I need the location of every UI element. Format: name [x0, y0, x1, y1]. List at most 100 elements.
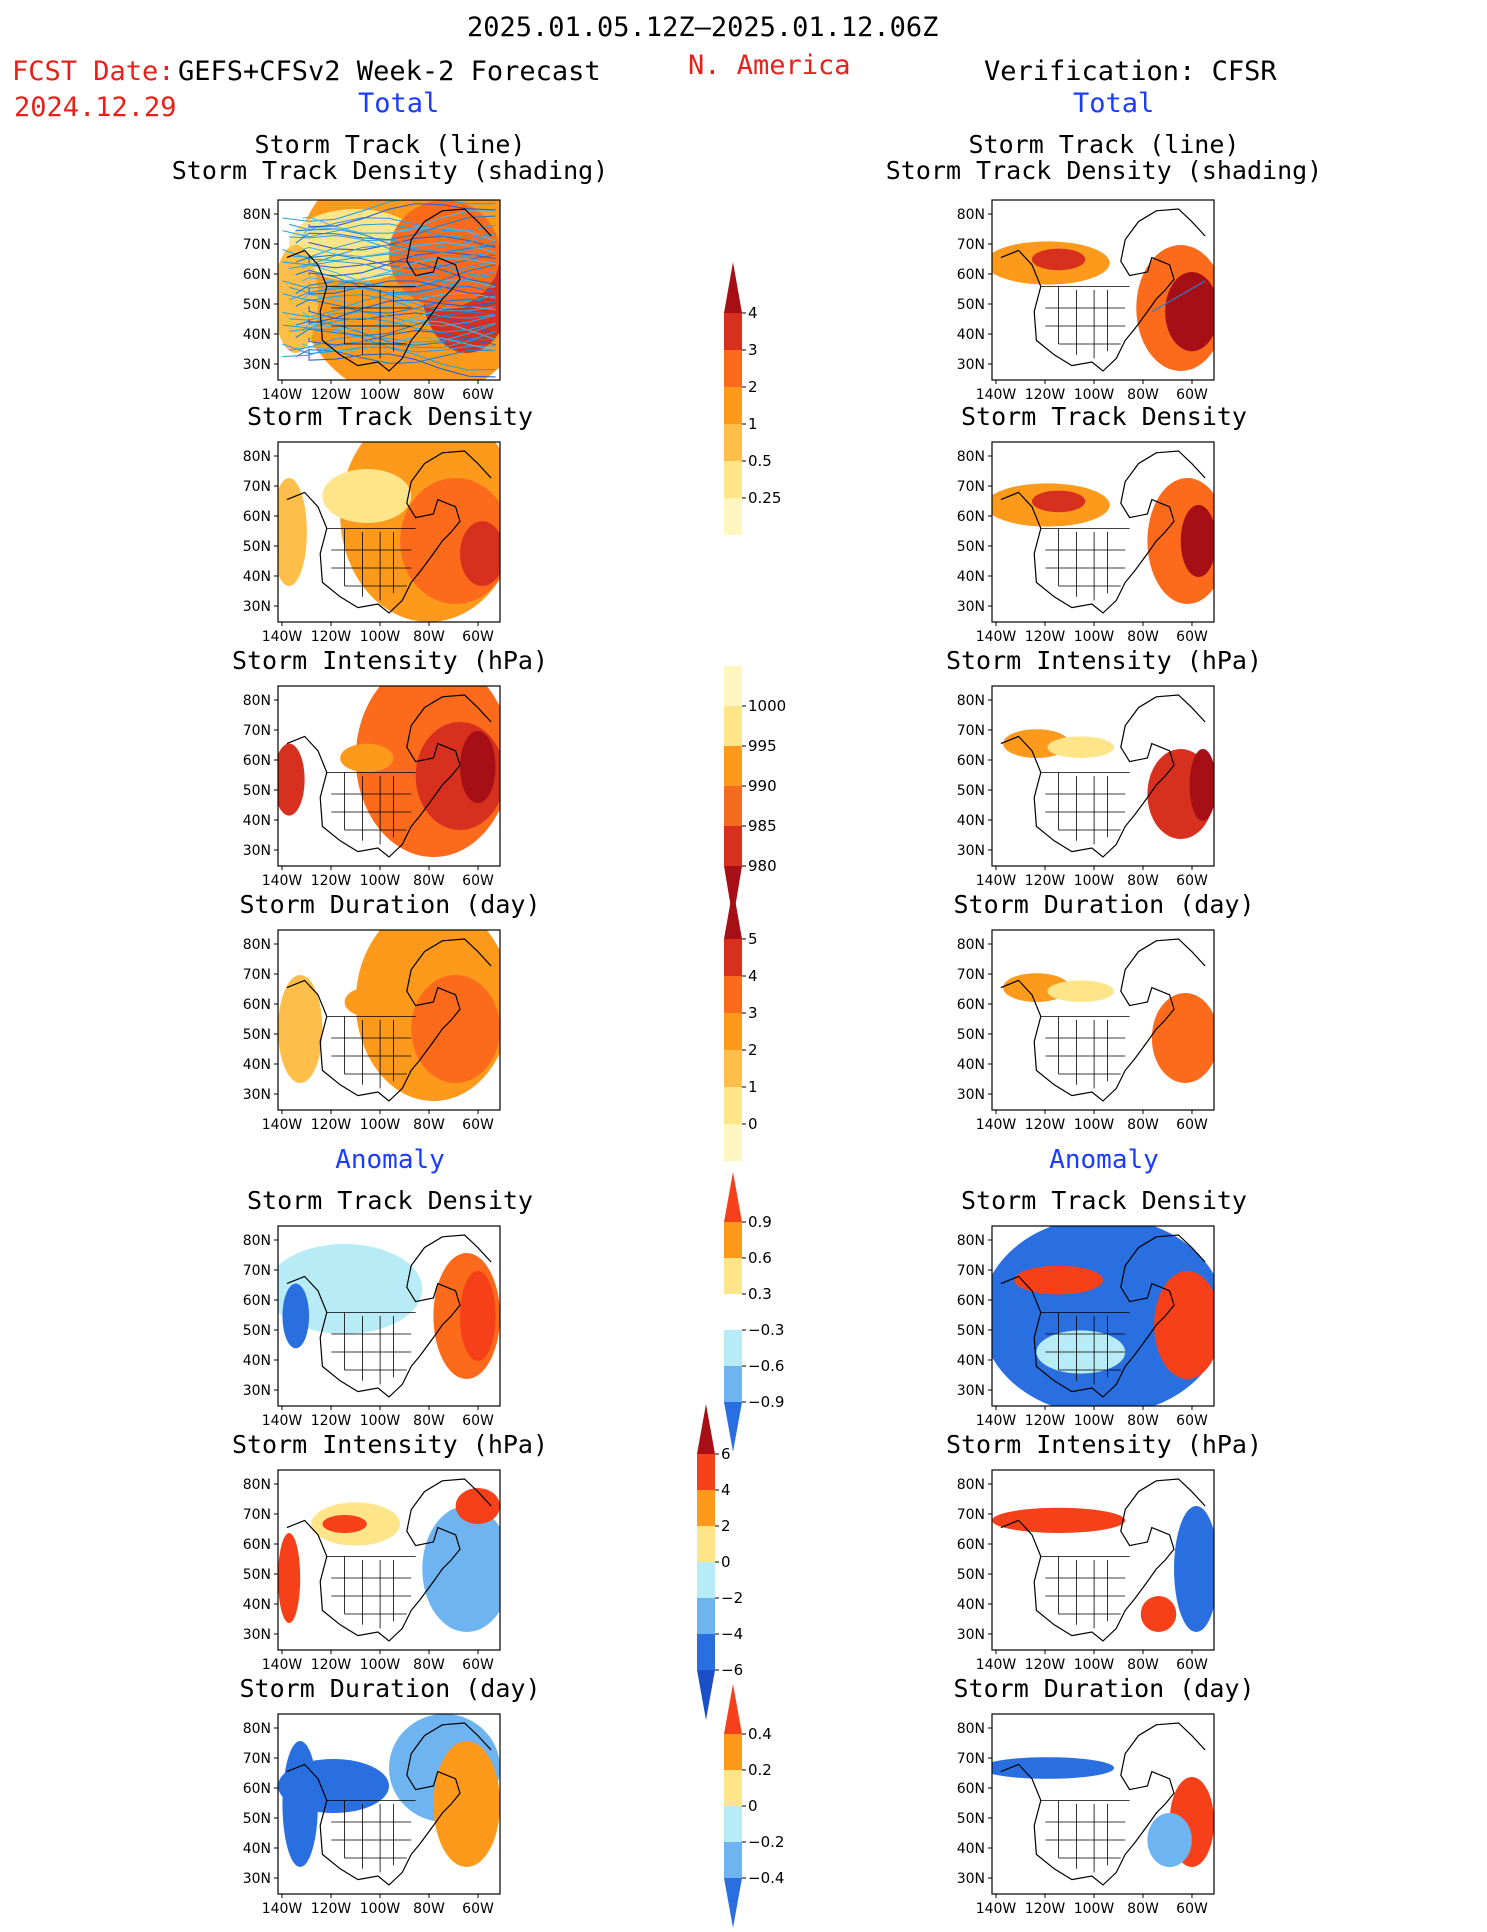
lon-tick-label: 80W — [413, 387, 445, 403]
lon-tick-label: 120W — [1025, 1901, 1066, 1917]
storm-track-line — [282, 223, 496, 239]
lon-tick-label: 120W — [311, 1901, 352, 1917]
colorbar-intensity: 1000 995 990 985 980 — [724, 652, 794, 924]
title-density-left: Storm Track Density — [247, 402, 533, 431]
storm-track-line — [282, 240, 496, 266]
lat-tick-label: 40N — [243, 1841, 271, 1857]
lon-tick-label: 60W — [1176, 1117, 1208, 1133]
map-svg: 80N 70N 60N 50N 40N 30N 140W 120W 100W 80W 60W — [957, 199, 1215, 403]
storm-track-line — [289, 327, 496, 353]
lon-tick-label: 140W — [976, 1901, 1017, 1917]
colorbar-label: 0 — [748, 1797, 758, 1815]
map-frame — [991, 1469, 1215, 1651]
lon-tick-label: 80W — [413, 629, 445, 645]
lon-tick-label: 140W — [262, 1901, 303, 1917]
shading-region — [1154, 1271, 1214, 1379]
colorbar-segment — [724, 1402, 742, 1452]
shading-region — [1165, 272, 1214, 352]
title-track-line-right: Storm Track (line) — [968, 130, 1240, 159]
coastline — [286, 694, 492, 858]
lat-tick-label: 60N — [957, 509, 985, 525]
left-anomaly-label: Anomaly — [335, 1145, 445, 1175]
lat-tick-label: 70N — [243, 1263, 271, 1279]
colorbar-segment — [724, 706, 742, 746]
colorbar-label: 0.5 — [748, 452, 772, 470]
coastline — [1000, 1478, 1206, 1642]
shading-region — [340, 743, 394, 773]
lat-tick-label: 80N — [243, 1233, 271, 1249]
shading-region — [411, 975, 500, 1083]
storm-track-line — [295, 298, 496, 314]
title-intensity-right: Storm Intensity (hPa) — [945, 646, 1263, 675]
storm-track-line — [308, 350, 496, 378]
colorbar-label: 1000 — [748, 697, 786, 715]
colorbar-segment — [724, 1770, 742, 1806]
storm-track-line — [282, 330, 496, 358]
map-frame — [277, 1713, 501, 1895]
colorbar-label: 5 — [748, 930, 758, 948]
shading-region — [460, 1271, 496, 1361]
lon-tick-label: 140W — [976, 1413, 1017, 1429]
lon-tick-label: 80W — [1127, 629, 1159, 645]
lat-tick-label: 50N — [243, 1027, 271, 1043]
lon-tick-label: 120W — [1025, 387, 1066, 403]
lon-tick-label: 140W — [262, 1117, 303, 1133]
lat-tick-label: 80N — [957, 1477, 985, 1493]
colorbar-segment — [724, 313, 742, 350]
storm-track-line — [308, 203, 496, 228]
state-borders — [1040, 286, 1130, 359]
lon-tick-label: 140W — [976, 1117, 1017, 1133]
lat-tick-label: 80N — [957, 207, 985, 223]
colorbar-segment — [697, 1404, 715, 1454]
lon-tick-label: 100W — [1074, 1413, 1115, 1429]
storm-track-line — [302, 312, 496, 341]
title-anom-duration-left: Storm Duration (day) — [239, 1674, 541, 1703]
lat-tick-label: 40N — [243, 1597, 271, 1613]
colorbar-label: 4 — [748, 967, 758, 985]
lon-tick-label: 60W — [1176, 1413, 1208, 1429]
state-borders — [326, 528, 416, 601]
colorbar-segment — [724, 1050, 742, 1087]
storm-track-line — [289, 323, 496, 351]
lat-tick-label: 30N — [957, 1087, 985, 1103]
lat-tick-label: 80N — [243, 937, 271, 953]
title-track-shading-right: Storm Track Density (shading) — [885, 156, 1323, 185]
colorbar-density: 4 3 2 1 0.5 0.25 — [724, 262, 794, 553]
colorbar-label: 2 — [748, 378, 758, 396]
lon-tick-label: 80W — [1127, 873, 1159, 889]
storm-track-line — [1151, 280, 1206, 313]
shading-region — [460, 731, 496, 803]
shading-region — [282, 1283, 310, 1349]
colorbar-segment — [724, 1842, 742, 1878]
colorbar-segment — [724, 387, 742, 424]
region-title: N. America — [688, 50, 851, 81]
lat-tick-label: 40N — [957, 1597, 985, 1613]
lon-tick-label: 140W — [262, 387, 303, 403]
colorbar-label: −0.6 — [748, 1357, 784, 1375]
storm-track-line — [295, 349, 496, 364]
lat-tick-label: 80N — [243, 207, 271, 223]
lat-tick-label: 70N — [957, 723, 985, 739]
lon-tick-label: 80W — [1127, 1413, 1159, 1429]
map-svg: 80N 70N 60N 50N 40N 30N 140W 120W 100W 80W 60W — [957, 441, 1215, 645]
lat-tick-label: 30N — [957, 599, 985, 615]
shading-region — [1147, 1813, 1192, 1867]
state-borders — [1040, 1556, 1130, 1629]
lat-tick-label: 50N — [957, 539, 985, 555]
colorbar-segment — [724, 939, 742, 976]
lat-tick-label: 40N — [243, 1057, 271, 1073]
shading-region — [455, 1488, 500, 1524]
map-frame — [991, 685, 1215, 867]
shading-region — [1031, 248, 1086, 271]
shading-region — [1151, 993, 1214, 1083]
lat-tick-label: 80N — [957, 937, 985, 953]
colorbar-segment — [724, 350, 742, 387]
storm-track-line — [282, 248, 496, 279]
shading-region — [460, 521, 500, 586]
lat-tick-label: 30N — [243, 1871, 271, 1887]
lat-tick-label: 50N — [957, 1323, 985, 1339]
colorbar-segment — [724, 786, 742, 826]
lat-tick-label: 60N — [243, 267, 271, 283]
lon-tick-label: 100W — [360, 1413, 401, 1429]
title-density-right: Storm Track Density — [961, 402, 1247, 431]
